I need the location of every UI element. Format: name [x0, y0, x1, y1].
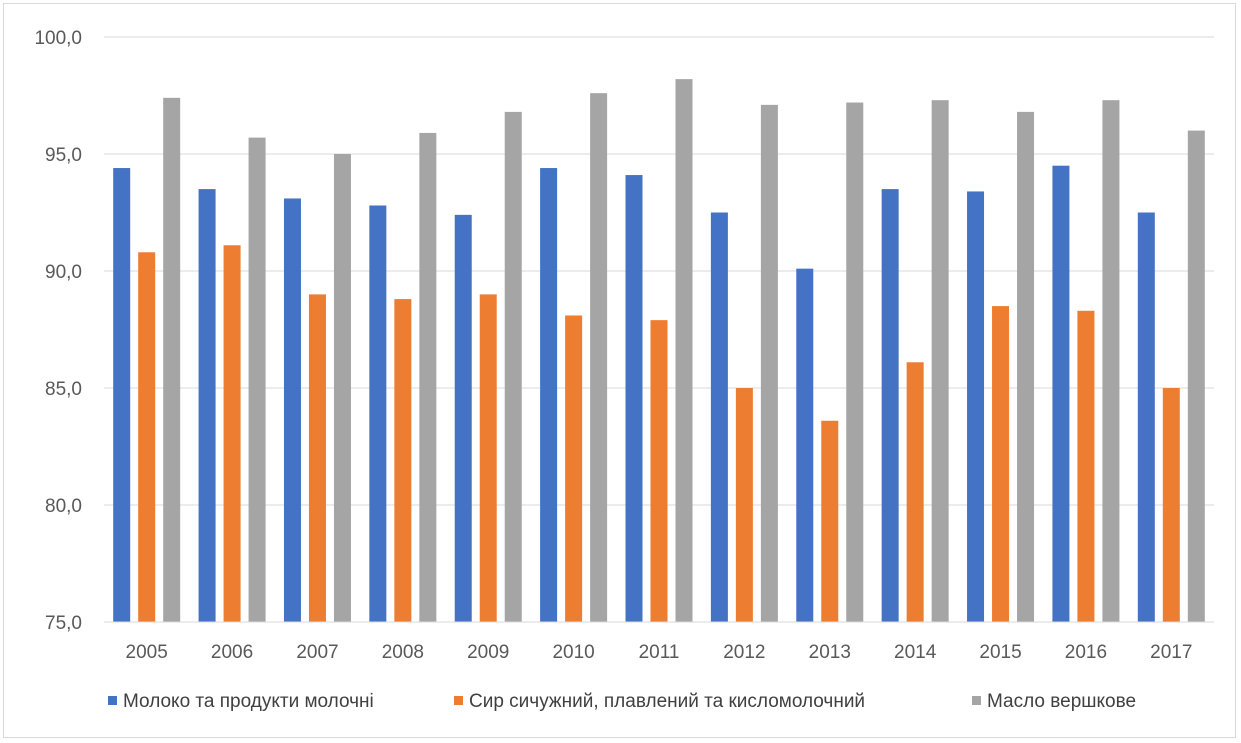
legend-swatch	[972, 696, 981, 705]
y-tick-label: 80,0	[45, 496, 82, 517]
legend-label: Сир сичужний, плавлений та кисломолочний	[469, 691, 865, 712]
bar-2008-series-2	[394, 299, 412, 622]
x-tick-label: 2016	[1065, 642, 1107, 663]
bar-2010-series-2	[565, 315, 583, 622]
bar-2014-series-2	[906, 362, 924, 622]
x-tick-label: 2006	[211, 642, 253, 663]
x-axis-tick-labels: 2005 2006 2007 2008 2009 2010 2011 2012 2013 2014…	[126, 642, 1193, 663]
x-tick-label: 2009	[467, 642, 509, 663]
x-tick-label: 2017	[1150, 642, 1192, 663]
bar-2009-series-2	[479, 294, 497, 622]
bar-2008-series-3	[419, 132, 437, 622]
bar-2012-series-2	[735, 388, 753, 622]
x-tick-label: 2011	[639, 642, 680, 663]
y-axis-tick-labels: 75,0 80,0 85,0 90,0 95,0 100,0	[34, 28, 82, 634]
bar-2017-series-1	[1137, 212, 1155, 622]
bar-2017-series-2	[1162, 388, 1180, 622]
x-tick-label: 2013	[809, 642, 851, 663]
bar-2010-series-3	[590, 93, 608, 622]
bar-2010-series-1	[540, 168, 558, 623]
bar-2016-series-1	[1052, 165, 1070, 622]
bar-2011-series-2	[650, 320, 668, 622]
legend-swatch	[454, 696, 463, 705]
y-tick-label: 75,0	[45, 613, 82, 634]
legend: Молоко та продукти молочні Сир сичужний, …	[108, 691, 1136, 712]
chart-frame: 75,0 80,0 85,0 90,0 95,0 100,0 2005 2006 2007 20…	[3, 3, 1236, 738]
y-tick-label: 100,0	[34, 28, 82, 49]
x-tick-label: 2012	[723, 642, 765, 663]
bar-2006-series-1	[198, 189, 216, 622]
legend-item-1: Молоко та продукти молочні	[108, 691, 374, 712]
bar-2016-series-2	[1077, 310, 1095, 622]
bar-2007-series-1	[283, 198, 301, 622]
x-tick-label: 2005	[126, 642, 168, 663]
bar-2009-series-3	[504, 111, 522, 622]
bar-2011-series-1	[625, 175, 643, 622]
bar-2016-series-3	[1102, 100, 1120, 623]
bar-2013-series-1	[796, 268, 814, 622]
bar-2012-series-3	[760, 104, 778, 623]
bar-2005-series-2	[138, 252, 156, 622]
bar-2015-series-1	[967, 191, 985, 622]
bar-2006-series-3	[248, 137, 266, 622]
bar-2017-series-3	[1187, 130, 1205, 622]
bar-2015-series-3	[1017, 111, 1035, 622]
bar-2008-series-1	[369, 205, 387, 623]
bar-2005-series-1	[113, 168, 131, 623]
bar-2007-series-2	[308, 294, 326, 622]
legend-item-3: Масло вершкове	[972, 691, 1136, 712]
bar-2014-series-3	[931, 100, 949, 623]
legend-swatch	[108, 696, 117, 705]
bar-2012-series-1	[710, 212, 728, 622]
legend-label: Молоко та продукти молочні	[123, 691, 374, 712]
x-tick-label: 2010	[552, 642, 594, 663]
bar-2014-series-1	[881, 189, 899, 622]
x-tick-label: 2007	[296, 642, 338, 663]
x-tick-label: 2015	[979, 642, 1021, 663]
bar-2006-series-2	[223, 245, 241, 622]
bar-2005-series-3	[163, 97, 181, 623]
bar-2009-series-1	[454, 214, 472, 622]
y-tick-label: 85,0	[45, 379, 82, 400]
x-tick-label: 2014	[894, 642, 937, 663]
bars	[113, 79, 1205, 623]
bar-2013-series-3	[846, 102, 864, 622]
y-tick-label: 95,0	[45, 145, 82, 166]
y-tick-label: 90,0	[45, 262, 82, 283]
bar-2015-series-2	[992, 306, 1010, 622]
bar-2011-series-3	[675, 79, 693, 623]
x-tick-label: 2008	[382, 642, 424, 663]
bar-2013-series-2	[821, 420, 839, 622]
legend-label: Масло вершкове	[987, 691, 1136, 712]
bar-2007-series-3	[333, 154, 351, 622]
legend-item-2: Сир сичужний, плавлений та кисломолочний	[454, 691, 865, 712]
